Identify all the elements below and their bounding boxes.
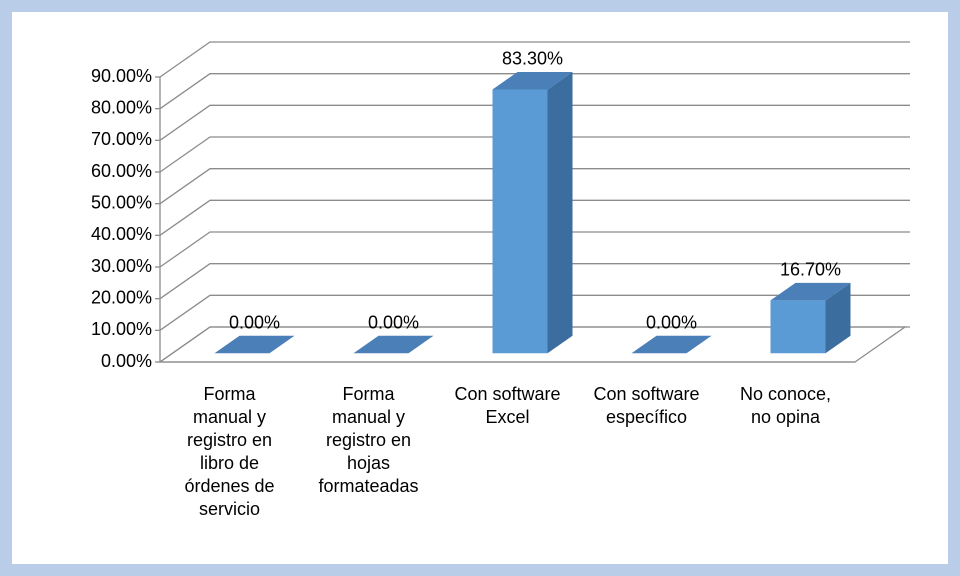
value-label: 0.00% (646, 313, 697, 333)
grid-line (159, 231, 910, 268)
x-tick-label: Forma manual y registro en libro de órdenes … (184, 384, 274, 519)
grid-line (159, 294, 910, 331)
x-tick-label: Forma manual y registro en hojas formateadas (318, 384, 418, 496)
bar-top (492, 71, 573, 90)
y-tick-label: 20.00% (91, 287, 152, 307)
x-tick-label: Con software específico (593, 384, 699, 427)
grid-line (159, 168, 910, 205)
bar-top (631, 335, 712, 354)
bar-side (825, 282, 851, 354)
grid-line (159, 104, 910, 141)
value-label: 0.00% (229, 313, 280, 333)
y-tick-label: 80.00% (91, 97, 152, 117)
bar (631, 335, 712, 354)
value-label: 0.00% (368, 313, 419, 333)
y-tick-label: 30.00% (91, 256, 152, 276)
y-tick-label: 50.00% (91, 192, 152, 212)
grid-line (159, 136, 910, 173)
bar-top (770, 282, 851, 301)
y-tick-label: 90.00% (91, 66, 152, 86)
bar-top (353, 335, 434, 354)
grid-line (159, 263, 910, 300)
grid-line (159, 73, 910, 110)
bar-top (214, 335, 295, 354)
bar-front (770, 300, 826, 354)
value-label: 83.30% (502, 49, 563, 69)
bar (353, 335, 434, 354)
bar (492, 71, 573, 354)
y-tick-label: 0.00% (101, 351, 152, 371)
x-tick-label: Con software Excel (454, 384, 560, 427)
grid-line (159, 199, 910, 236)
grid-line (159, 41, 910, 78)
y-tick-label: 60.00% (91, 161, 152, 181)
grid-line (159, 326, 910, 363)
bar (770, 282, 851, 354)
bar (214, 335, 295, 354)
x-tick-label: No conoce, no opina (740, 384, 831, 427)
bar-side (547, 71, 573, 354)
value-label: 16.70% (780, 260, 841, 280)
y-tick-label: 10.00% (91, 319, 152, 339)
y-tick-label: 40.00% (91, 224, 152, 244)
bar-front (492, 89, 548, 354)
y-tick-label: 70.00% (91, 129, 152, 149)
